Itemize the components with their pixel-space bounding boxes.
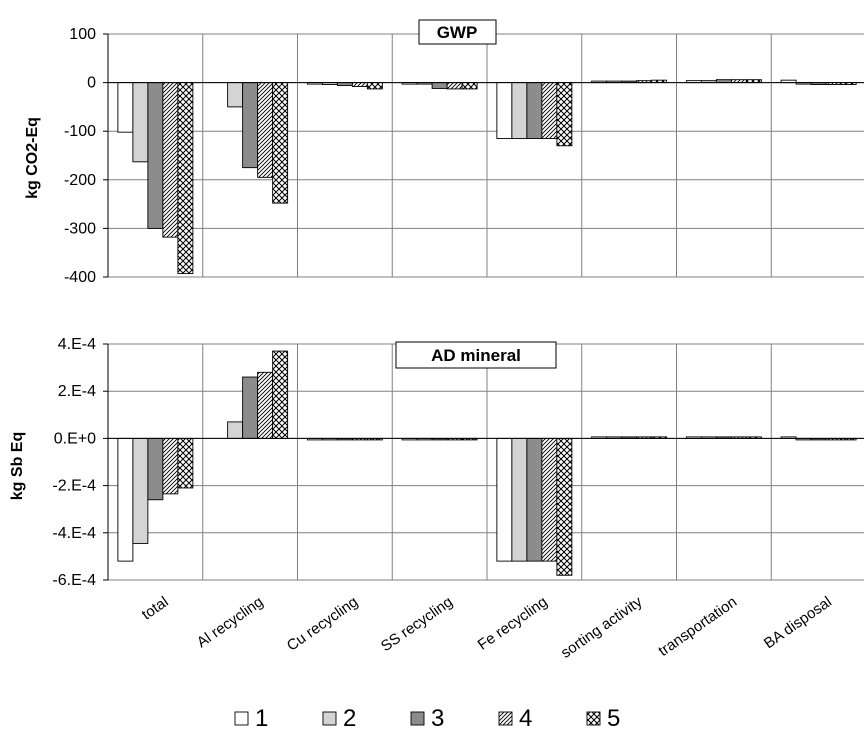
y-tick-label: -4.E-4 [52, 525, 96, 542]
bar-series-3 [526, 82, 543, 139]
y-tick-label: -6.E-4 [52, 572, 96, 589]
bar-series-3 [431, 82, 448, 89]
legend-swatch-1 [234, 711, 249, 726]
gwp-bars [117, 79, 857, 275]
bar-series-2 [511, 82, 528, 139]
bar-series-5 [556, 82, 573, 147]
category-label-sorting-activity: sorting activity [558, 593, 646, 662]
ad-mineral-bars [117, 350, 857, 576]
legend-label-1: 1 [255, 705, 268, 732]
y-tick-label: 0 [87, 75, 96, 92]
legend-swatch-2 [322, 711, 337, 726]
legend-swatch-4 [498, 711, 513, 726]
bar-series-5 [177, 82, 194, 275]
bar-series-4 [351, 82, 368, 87]
y-tick-label: 2.E-4 [58, 383, 96, 400]
bar-series-4 [446, 82, 463, 90]
y-tick-label: 4.E-4 [58, 336, 96, 353]
bar-series-3 [242, 376, 259, 439]
gwp-tick-labels: 100 0 -100 -200 -300 -400 [64, 26, 96, 286]
bar-series-4 [257, 82, 274, 178]
gwp-title: GWP [437, 23, 478, 42]
bar-series-3 [242, 82, 259, 169]
y-tick-label: -400 [64, 269, 96, 286]
y-tick-label: -300 [64, 220, 96, 237]
y-tick-label: 0.E+0 [54, 430, 96, 447]
bar-series-2 [132, 82, 149, 163]
y-tick-label: -100 [64, 123, 96, 140]
ad-mineral-y-axis-label: kg Sb Eq [9, 432, 26, 500]
ad-mineral-grid [103, 343, 864, 581]
gwp-y-axis-label: kg CO2-Eq [24, 117, 41, 199]
category-label-cu-recycling: Cu recycling [284, 593, 361, 654]
ad-mineral-title-box [395, 341, 557, 369]
ad-mineral-panel: 4.E-4 2.E-4 0.E+0 -2.E-4 -4.E-4 -6.E-4 kg Sb … [9, 336, 864, 589]
bar-series-3 [147, 437, 164, 501]
bar-series-2 [132, 437, 149, 544]
bar-series-5 [556, 437, 573, 576]
bar-series-3 [147, 82, 164, 229]
legend-swatch-3 [410, 711, 425, 726]
category-label-transportation: transportation [655, 593, 740, 660]
bar-series-1 [496, 437, 513, 562]
bar-series-1 [117, 82, 134, 133]
category-label-ba-disposal: BA disposal [761, 593, 835, 652]
bar-series-4 [541, 437, 558, 562]
bar-series-5 [366, 82, 383, 90]
bar-series-4 [162, 82, 179, 238]
bar-series-5 [177, 437, 194, 489]
bar-series-3 [526, 437, 543, 562]
legend-label-4: 4 [519, 705, 532, 732]
ad-mineral-tick-labels: 4.E-4 2.E-4 0.E+0 -2.E-4 -4.E-4 -6.E-4 [52, 336, 96, 589]
category-labels: total Al recycling Cu recycling SS recyclin… [139, 593, 835, 662]
category-label-fe-recycling: Fe recycling [475, 593, 551, 653]
legend-label-5: 5 [607, 705, 620, 732]
bar-series-1 [496, 82, 513, 139]
ad-mineral-title: AD mineral [431, 346, 521, 365]
bar-series-4 [541, 82, 558, 139]
y-tick-label: 100 [69, 26, 96, 43]
legend: 1 2 3 4 5 [234, 705, 620, 732]
bar-series-5 [461, 82, 478, 90]
bar-series-2 [227, 421, 244, 439]
category-label-al-recycling: Al recycling [194, 593, 267, 651]
category-label-ss-recycling: SS recycling [378, 593, 456, 655]
y-tick-label: -2.E-4 [52, 478, 96, 495]
bar-series-2 [227, 82, 244, 108]
bar-series-5 [272, 350, 289, 439]
legend-label-3: 3 [431, 705, 444, 732]
category-label-total: total [139, 593, 172, 623]
bar-series-4 [257, 371, 274, 439]
legend-swatch-5 [586, 711, 601, 726]
gwp-grid [103, 33, 864, 278]
y-tick-label: -200 [64, 172, 96, 189]
bar-series-1 [117, 437, 134, 562]
bar-series-2 [511, 437, 528, 562]
bar-series-4 [162, 437, 179, 495]
gwp-panel: 100 0 -100 -200 -300 -400 kg CO2-Eq GWP [24, 19, 864, 286]
gwp-title-box [418, 19, 497, 45]
bar-series-5 [272, 82, 289, 204]
legend-label-2: 2 [343, 705, 356, 732]
